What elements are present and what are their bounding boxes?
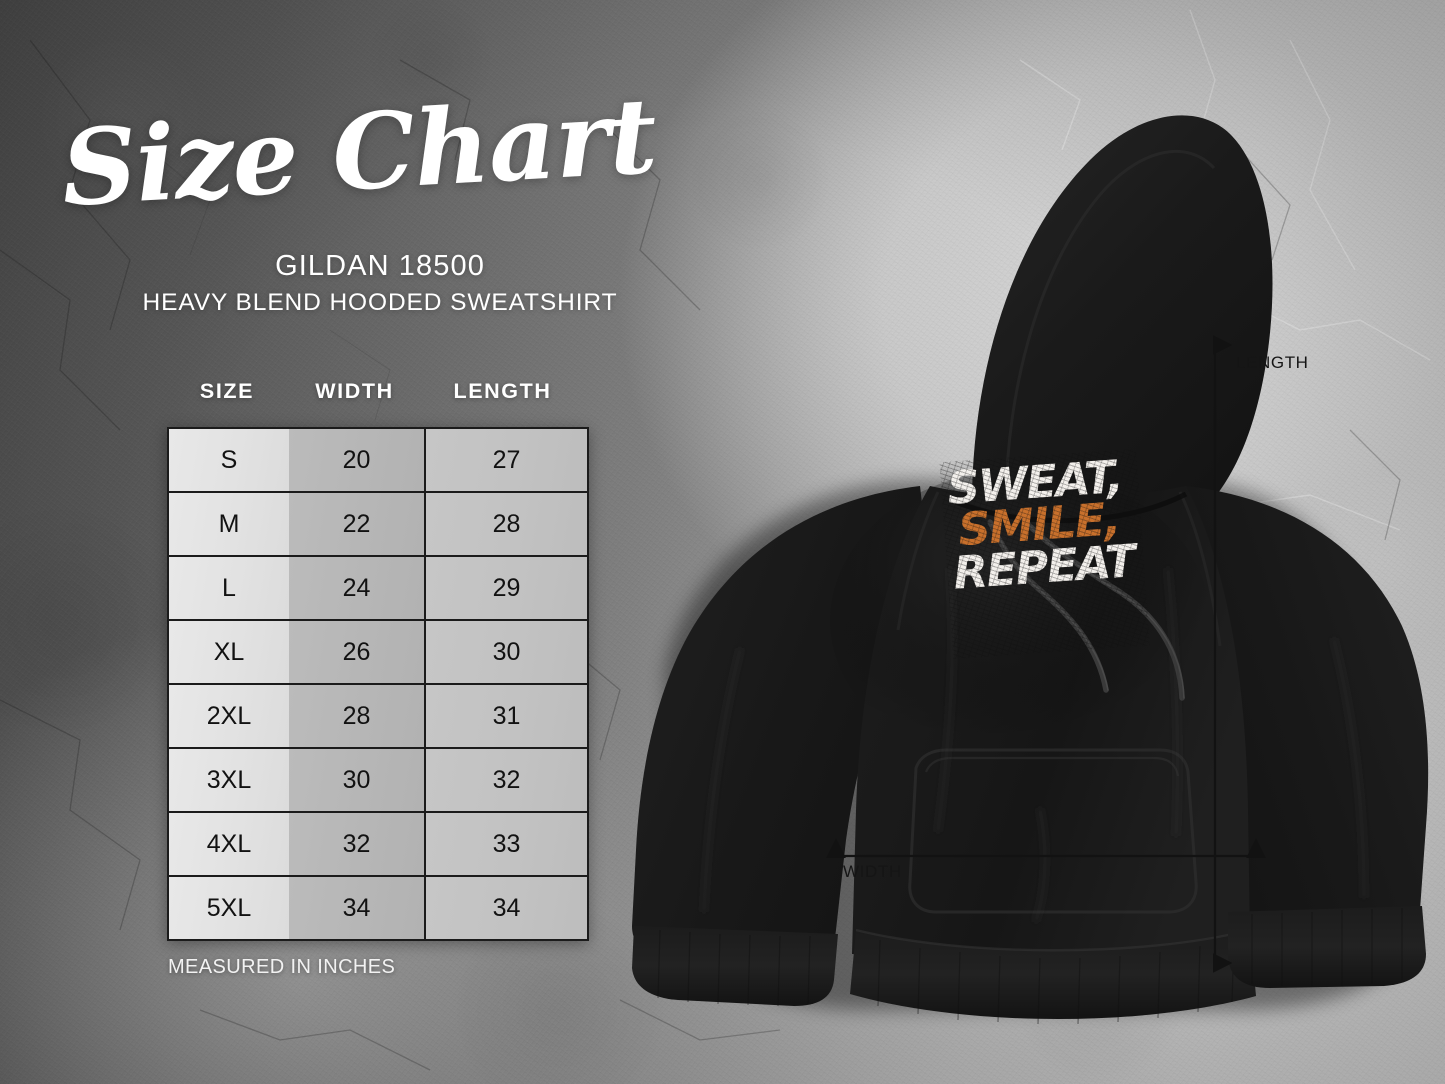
cell-length: 27 xyxy=(424,427,589,493)
hood-seam xyxy=(1004,149,1216,506)
neckline xyxy=(955,491,1188,524)
table-row: S 20 27 xyxy=(167,427,589,493)
column-header-width: WIDTH xyxy=(315,379,394,403)
table-row: 2XL 28 31 xyxy=(167,683,589,749)
fabric-folds xyxy=(701,567,1367,923)
cell-width: 30 xyxy=(289,747,426,813)
left-shoulder-seam xyxy=(896,491,940,631)
cell-length: 32 xyxy=(424,747,589,813)
cell-width: 28 xyxy=(289,683,426,749)
cell-size: S xyxy=(167,427,289,493)
cell-length: 33 xyxy=(424,811,589,877)
bottom-hem-rib xyxy=(850,930,1256,1020)
right-cuff-ribs xyxy=(1251,908,1403,986)
cell-size: 2XL xyxy=(167,683,289,749)
left-cuff-ribs xyxy=(657,929,811,1007)
cell-size: 3XL xyxy=(167,747,289,813)
measurement-units-note: MEASURED IN INCHES xyxy=(168,956,396,978)
cell-length: 29 xyxy=(424,555,589,621)
cell-width: 22 xyxy=(289,491,426,557)
cell-width: 32 xyxy=(289,811,426,877)
table-row: 4XL 32 33 xyxy=(167,811,589,877)
column-header-length: LENGTH xyxy=(453,379,552,403)
column-header-size: SIZE xyxy=(199,379,255,403)
cell-size: 5XL xyxy=(167,875,289,941)
chest-highlight xyxy=(830,470,1210,770)
hood xyxy=(971,115,1273,518)
cell-size: XL xyxy=(167,619,289,685)
print-line-3: REPEAT xyxy=(951,533,1137,600)
brand-model-line: GILDAN 18500 xyxy=(275,250,485,282)
cell-size: M xyxy=(167,491,289,557)
cell-length: 31 xyxy=(424,683,589,749)
right-cuff xyxy=(1228,906,1426,988)
product-description-line: HEAVY BLEND HOODED SWEATSHIRT xyxy=(142,289,618,316)
table-row: XL 26 30 xyxy=(167,619,589,685)
table-row: 3XL 30 32 xyxy=(167,747,589,813)
left-cuff xyxy=(632,926,838,1006)
table-row: L 24 29 xyxy=(167,555,589,621)
table-row: M 22 28 xyxy=(167,491,589,557)
cell-size: 4XL xyxy=(167,811,289,877)
cell-width: 34 xyxy=(289,875,426,941)
length-label: LENGTH xyxy=(1236,353,1309,372)
hem-seam xyxy=(855,928,1251,952)
cell-width: 26 xyxy=(289,619,426,685)
cell-size: L xyxy=(167,555,289,621)
cell-width: 20 xyxy=(289,427,426,493)
pocket-top-stitch xyxy=(924,756,1180,777)
cell-length: 30 xyxy=(424,619,589,685)
table-column-headers: SIZE WIDTH LENGTH xyxy=(167,379,583,404)
chest-print-design: SWEAT, SMILE, REPEAT xyxy=(939,448,1150,659)
cell-width: 24 xyxy=(289,555,426,621)
hem-rib-lines xyxy=(877,937,1235,1025)
table-row: 5XL 34 34 xyxy=(167,875,589,941)
width-label: WIDTH xyxy=(843,862,902,881)
kangaroo-pocket xyxy=(908,748,1198,914)
cell-length: 28 xyxy=(424,491,589,557)
size-table: S 20 27 M 22 28 L 24 29 XL 26 30 2XL 28 xyxy=(167,427,589,941)
cell-length: 34 xyxy=(424,875,589,941)
